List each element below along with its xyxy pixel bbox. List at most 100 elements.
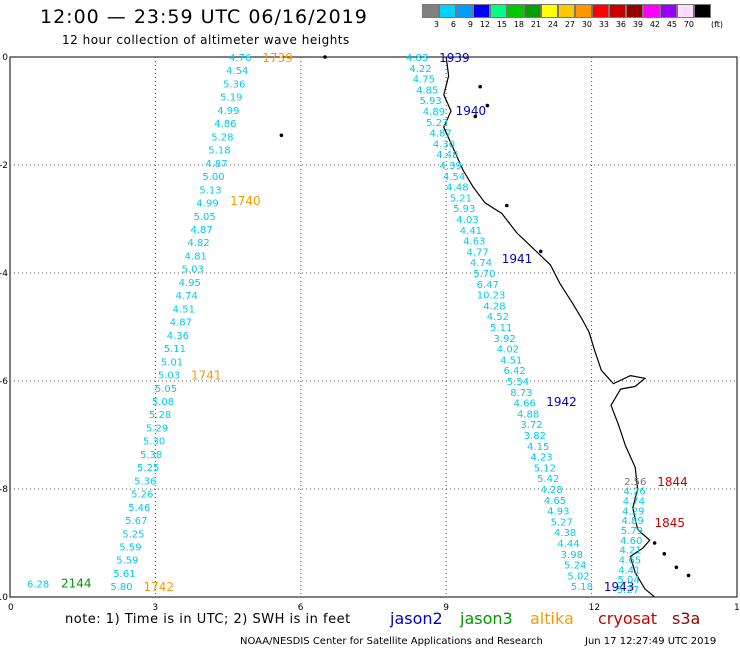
coastline — [443, 56, 655, 598]
scale-swatch — [439, 4, 456, 18]
cryosat-swh-value: 5.27 — [617, 585, 639, 596]
island-marker — [279, 133, 284, 138]
scale-swatch — [694, 4, 711, 18]
jason2-swh-value: 8.73 — [510, 388, 532, 399]
scale-label: 6 — [450, 20, 456, 29]
scale-swatch — [609, 4, 626, 18]
footer-note: note: 1) Time is in UTC; 2) SWH is in fe… — [65, 612, 351, 627]
jason2-swh-value: 5.93 — [419, 96, 441, 107]
jason2-swh-value: 5.18 — [571, 582, 593, 593]
jason2-swh-value: 4.65 — [544, 496, 566, 507]
jason2-swh-value: 4.41 — [460, 226, 482, 237]
scale-label: 12 — [479, 20, 490, 29]
scale-swatch — [490, 4, 507, 18]
jason2-time-label: 1940 — [456, 104, 487, 118]
altika-swh-value: 4.74 — [176, 291, 198, 302]
scale-label: 15 — [496, 20, 507, 29]
y-tick-label: -6 — [0, 377, 8, 387]
scale-swatch — [558, 4, 575, 18]
scale-swatch — [507, 4, 524, 18]
jason2-swh-value: 4.51 — [500, 355, 522, 366]
altika-swh-value: 5.28 — [149, 410, 171, 421]
jason2-time-label: 1939 — [439, 51, 470, 65]
scale-swatch — [541, 4, 558, 18]
altika-swh-value: 4.54 — [226, 66, 248, 77]
scale-swatch — [473, 4, 490, 18]
altika-swh-value: 5.46 — [128, 503, 150, 514]
altika-swh-value: 4.86 — [214, 119, 236, 130]
scale-label: 36 — [615, 20, 626, 29]
legend-item-cryosat: cryosat — [598, 609, 658, 628]
jason2-swh-value: 4.30 — [433, 139, 455, 150]
island-marker — [504, 203, 509, 208]
altika-swh-value: 4.99 — [217, 106, 239, 117]
isolated-time-label: 2144 — [61, 577, 92, 591]
altika-swh-value: 4.81 — [185, 251, 207, 262]
jason2-swh-value: 6.42 — [504, 366, 526, 377]
altika-swh-value: 4.36 — [167, 331, 189, 342]
credit-text: NOAA/NESDIS Center for Satellite Applica… — [240, 636, 543, 647]
jason2-swh-value: 4.93 — [547, 507, 569, 518]
island-marker — [686, 573, 691, 578]
page-title: 12:00 — 23:59 UTC 06/16/2019 — [40, 6, 368, 28]
altika-swh-value: 5.25 — [137, 463, 159, 474]
scale-swatch — [660, 4, 677, 18]
color-scale-bar — [422, 4, 731, 18]
scale-swatch — [524, 4, 541, 18]
jason2-swh-value: 4.28 — [541, 485, 563, 496]
cryosat-swh-value: 5.79 — [621, 526, 643, 537]
altika-swh-value: 5.08 — [152, 397, 174, 408]
scale-label: 33 — [598, 20, 609, 29]
color-scale: 3 6 9 12 15 18 21 24 27 30 33 36 39 42 45 70 (ft) — [422, 4, 731, 34]
scale-swatch — [626, 4, 643, 18]
jason2-swh-value: 4.66 — [514, 399, 536, 410]
jason2-swh-value: 4.74 — [470, 258, 492, 269]
altika-swh-value: 5.30 — [143, 437, 165, 448]
altika-swh-value: 4.51 — [173, 304, 195, 315]
altika-swh-value: 5.38 — [140, 450, 162, 461]
jason2-swh-value: 5.42 — [537, 474, 559, 485]
scale-label: 21 — [530, 20, 541, 29]
altika-swh-value: 4.95 — [179, 278, 201, 289]
altika-swh-value: 5.13 — [199, 185, 221, 196]
altika-swh-value: 5.26 — [131, 490, 153, 501]
altika-swh-value: 4.87 — [190, 225, 212, 236]
cryosat-swh-value: 4.89 — [621, 516, 643, 527]
jason2-swh-value: 5.11 — [490, 323, 512, 334]
altika-swh-value: 5.00 — [202, 172, 224, 183]
altika-swh-value: 5.11 — [164, 344, 186, 355]
legend-item-s3a: s3a — [672, 609, 701, 628]
jason2-swh-value: 4.54 — [443, 172, 465, 183]
jason2-swh-value: 3.92 — [493, 334, 515, 345]
scale-label: 39 — [632, 20, 643, 29]
jason2-swh-value: 4.83 — [406, 53, 428, 64]
plot-frame — [9, 56, 738, 598]
jason2-swh-value: 4.48 — [446, 183, 468, 194]
island-marker — [662, 552, 667, 556]
jason2-swh-value: 5.70 — [473, 269, 495, 280]
scale-unit: (ft) — [711, 20, 724, 29]
island-marker — [473, 114, 478, 119]
jason2-swh-value: 4.02 — [497, 345, 519, 356]
cryosat-swh-value: 4.26 — [623, 487, 645, 498]
scale-label: 70 — [683, 20, 694, 29]
altika-swh-value: 5.67 — [125, 516, 147, 527]
altika-swh-value: 5.25 — [122, 529, 144, 540]
jason2-swh-value: 4.44 — [557, 539, 579, 550]
jason2-swh-value: 4.22 — [409, 64, 431, 75]
altika-swh-value: 5.05 — [193, 212, 215, 223]
jason2-swh-value: 4.48 — [436, 150, 458, 161]
jason2-time-label: 1943 — [604, 580, 635, 594]
jason2-swh-value: 4.38 — [554, 528, 576, 539]
scale-label: 45 — [666, 20, 677, 29]
jason2-swh-value: 3.98 — [561, 550, 583, 561]
jason2-swh-value: 4.52 — [487, 312, 509, 323]
altika-swh-value: 5.59 — [116, 556, 138, 567]
y-tick-label: -2 — [0, 161, 8, 171]
x-tick-label: 15 — [734, 603, 740, 613]
scale-label: 24 — [547, 20, 558, 29]
altika-swh-value: 5.28 — [211, 132, 233, 143]
island-marker — [485, 103, 490, 108]
jason2-swh-value: 3.82 — [524, 431, 546, 442]
jason2-swh-value: 4.28 — [483, 301, 505, 312]
